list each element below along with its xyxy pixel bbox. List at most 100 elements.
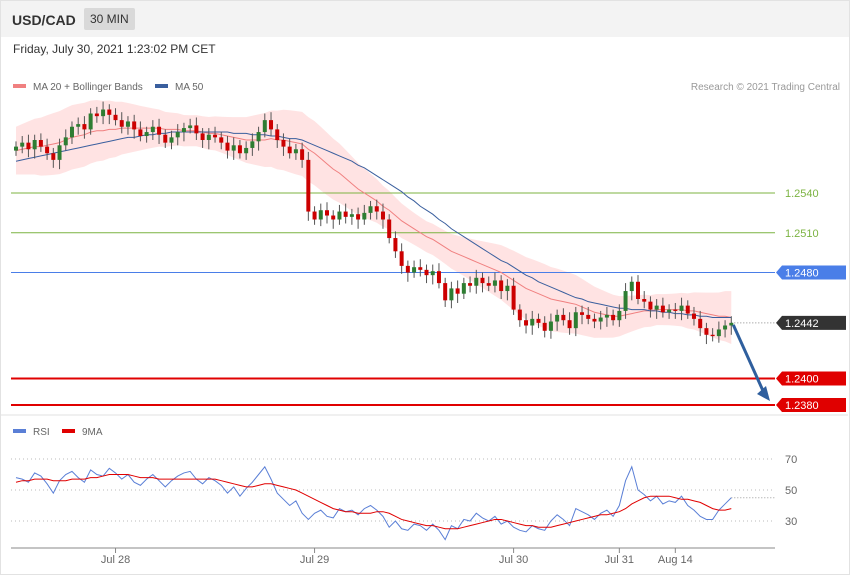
candle bbox=[642, 299, 647, 302]
x-tick-label: Jul 29 bbox=[300, 554, 329, 566]
candle bbox=[113, 114, 118, 121]
x-tick-label: Jul 28 bbox=[101, 554, 130, 566]
candle bbox=[468, 283, 473, 286]
bollinger-band bbox=[16, 99, 732, 345]
candle bbox=[685, 305, 690, 314]
candle bbox=[629, 281, 634, 292]
candle bbox=[125, 121, 130, 127]
legend-swatch bbox=[155, 84, 168, 88]
level-label: 1.2540 bbox=[785, 188, 819, 200]
candle bbox=[107, 109, 112, 115]
candle bbox=[492, 280, 497, 286]
candle bbox=[318, 210, 323, 220]
candle bbox=[269, 120, 274, 130]
legend-swatch bbox=[62, 429, 75, 433]
level-tag bbox=[776, 371, 846, 386]
x-tick-label: Jul 31 bbox=[605, 554, 634, 566]
candle bbox=[691, 313, 696, 319]
candle bbox=[461, 283, 466, 294]
candle bbox=[300, 149, 305, 160]
candle bbox=[387, 219, 392, 239]
candle bbox=[63, 137, 68, 146]
candle bbox=[57, 145, 62, 160]
candle bbox=[505, 285, 510, 292]
candle bbox=[225, 142, 230, 151]
candle bbox=[380, 211, 385, 220]
symbol-title: USD/CAD bbox=[12, 12, 76, 28]
candle bbox=[157, 126, 162, 135]
level-label: 1.2510 bbox=[785, 228, 819, 240]
candle bbox=[94, 113, 99, 117]
candle bbox=[698, 318, 703, 329]
candle bbox=[704, 328, 709, 335]
forecast-arrow bbox=[731, 324, 766, 394]
candle bbox=[443, 283, 448, 301]
candle bbox=[287, 146, 292, 154]
rsi-ma9-line bbox=[15, 474, 732, 530]
forecast-arrowhead bbox=[757, 386, 770, 401]
level-label: 1.2380 bbox=[785, 400, 819, 412]
candle bbox=[412, 267, 417, 273]
candle bbox=[343, 211, 348, 217]
candle bbox=[331, 215, 336, 220]
ma20-line bbox=[15, 127, 732, 319]
candle bbox=[150, 126, 155, 133]
candle bbox=[455, 288, 460, 294]
candle bbox=[26, 142, 31, 150]
candle bbox=[424, 269, 429, 276]
candle bbox=[356, 214, 361, 220]
candle bbox=[250, 141, 255, 148]
candle bbox=[219, 137, 224, 143]
candle bbox=[418, 267, 423, 270]
candle bbox=[474, 277, 479, 286]
candle bbox=[194, 125, 199, 134]
candle bbox=[660, 305, 665, 313]
level-label: 1.2442 bbox=[785, 318, 819, 330]
candle bbox=[449, 288, 454, 301]
candle bbox=[511, 285, 516, 310]
rsi-tick-label: 70 bbox=[785, 454, 797, 466]
candle bbox=[368, 206, 373, 213]
candle bbox=[393, 238, 398, 252]
candle bbox=[82, 124, 87, 130]
x-tick-label: Jul 30 bbox=[499, 554, 528, 566]
candle bbox=[76, 124, 81, 127]
rsi-tick-label: 50 bbox=[785, 485, 797, 497]
candle bbox=[536, 318, 541, 323]
candle bbox=[436, 271, 441, 284]
candle bbox=[206, 134, 211, 140]
candle bbox=[101, 109, 106, 117]
candle bbox=[611, 314, 616, 321]
legend-label: 9MA bbox=[82, 427, 103, 438]
candle bbox=[592, 318, 597, 322]
candle bbox=[213, 134, 218, 138]
candle bbox=[119, 120, 124, 127]
candle bbox=[567, 320, 572, 329]
level-label: 1.2480 bbox=[785, 268, 819, 280]
candle bbox=[430, 271, 435, 276]
candle bbox=[648, 301, 653, 310]
candle bbox=[555, 314, 560, 322]
level-tag bbox=[776, 398, 846, 412]
rsi-line bbox=[15, 465, 732, 541]
legend-swatch bbox=[13, 84, 26, 88]
candle bbox=[175, 132, 180, 138]
candle bbox=[573, 312, 578, 329]
candle bbox=[654, 305, 659, 310]
candle bbox=[586, 314, 591, 319]
candle bbox=[132, 121, 137, 130]
candle bbox=[88, 113, 93, 130]
timeframe-button[interactable]: 30 MIN bbox=[84, 8, 135, 30]
candle bbox=[312, 211, 317, 220]
candle bbox=[580, 312, 585, 315]
candle bbox=[163, 134, 168, 143]
candle bbox=[673, 309, 678, 311]
candle bbox=[499, 280, 504, 292]
candle bbox=[667, 309, 672, 313]
candle bbox=[281, 140, 286, 147]
candle bbox=[200, 133, 205, 140]
candle bbox=[337, 211, 342, 220]
candle bbox=[617, 310, 622, 321]
candle bbox=[169, 137, 174, 143]
candle bbox=[325, 210, 329, 216]
